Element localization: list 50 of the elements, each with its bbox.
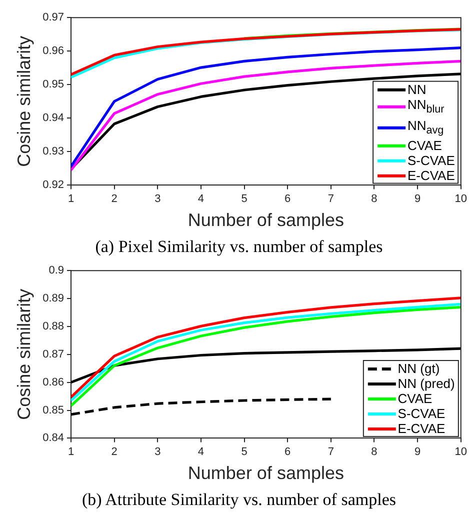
x-tick-label: 10 — [454, 192, 468, 205]
x-tick-label: 9 — [414, 192, 421, 205]
y-tick-label: 0.85 — [42, 404, 64, 416]
legend-label: S-CVAE — [407, 153, 455, 168]
y-tick-label: 0.97 — [42, 12, 64, 24]
x-tick-label: 7 — [328, 446, 334, 458]
y-tick-label: 0.89 — [42, 292, 64, 305]
x-tick-label: 2 — [111, 192, 118, 205]
x-tick-label: 6 — [284, 446, 291, 458]
legend-label: E-CVAE — [407, 168, 455, 184]
x-tick-label: 1 — [68, 446, 74, 458]
y-tick-label: 0.87 — [42, 348, 64, 360]
y-tick-label: 0.96 — [42, 45, 64, 58]
legend-label: NN (pred) — [398, 376, 455, 392]
y-axis-title: Cosine similarity — [14, 288, 34, 420]
legend-label: NN — [407, 82, 426, 97]
legend-label: CVAE — [398, 391, 432, 406]
x-tick-label: 6 — [284, 192, 291, 205]
x-tick-label: 5 — [241, 192, 248, 205]
text: (b) Attribute Similarity vs. number of samples — [81, 490, 397, 510]
y-tick-label: 0.86 — [42, 376, 64, 388]
x-tick-label: 4 — [198, 192, 204, 205]
y-tick-label: 0.95 — [42, 78, 64, 91]
legend-label: E-CVAE — [398, 421, 446, 436]
y-tick-label: 0.93 — [42, 146, 64, 158]
x-tick-label: 3 — [154, 192, 161, 205]
x-tick-label: 8 — [371, 446, 378, 458]
x-tick-label: 5 — [241, 446, 248, 458]
legend-label: NN$_{blur}$ — [407, 97, 444, 118]
y-tick-label: 0.9 — [48, 264, 64, 277]
y-tick-label: 0.94 — [42, 112, 64, 124]
x-tick-label: 8 — [371, 192, 378, 205]
legend-label: S-CVAE — [398, 406, 446, 422]
legend-label: NN (gt) — [398, 361, 440, 376]
y-tick-label: 0.84 — [42, 432, 64, 444]
x-tick-label: 2 — [111, 446, 118, 458]
legend-label: NN$_{avg}$ — [407, 118, 444, 138]
x-axis-title: Number of samples — [188, 463, 344, 484]
y-tick-label: 0.92 — [42, 179, 64, 192]
y-axis-title: Cosine similarity — [14, 36, 34, 167]
x-tick-label: 1 — [68, 192, 74, 205]
x-tick-label: 9 — [414, 446, 421, 458]
y-tick-label: 0.88 — [42, 320, 64, 332]
x-tick-label: 3 — [154, 446, 161, 458]
x-axis-title: Number of samples — [188, 210, 344, 230]
x-tick-label: 10 — [454, 446, 468, 458]
text: (a) Pixel Similarity vs. number of samples — [94, 237, 384, 257]
x-tick-label: 4 — [198, 446, 204, 458]
legend-label: CVAE — [407, 138, 442, 154]
x-tick-label: 7 — [328, 192, 334, 205]
